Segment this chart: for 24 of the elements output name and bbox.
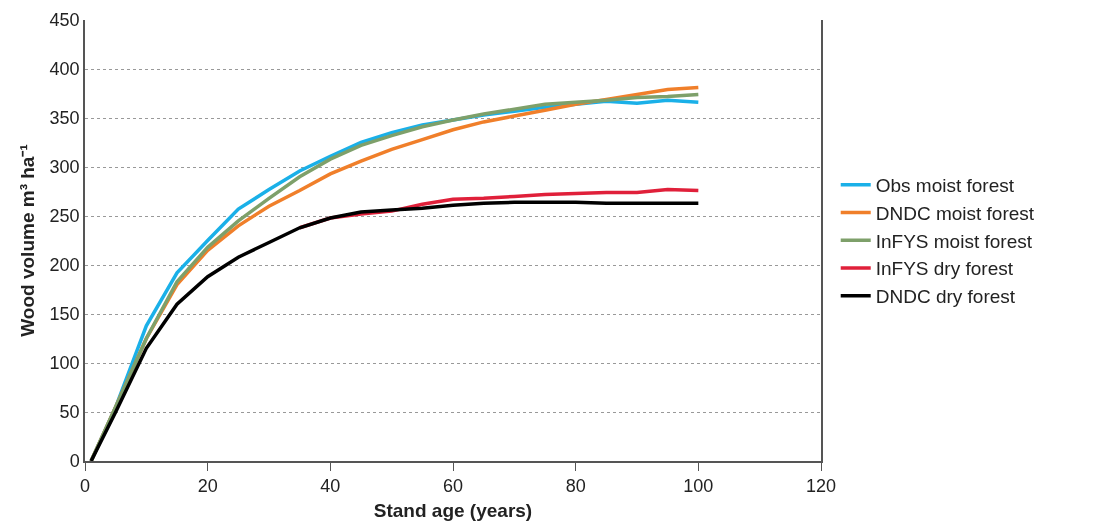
y-tick-label: 300 [49, 157, 80, 178]
line-series [89, 200, 701, 461]
x-tick-label: 40 [320, 476, 341, 497]
y-tick-label: 250 [49, 206, 80, 227]
legend-label: DNDC dry forest [875, 286, 1016, 308]
x-tick-label: 80 [565, 476, 586, 497]
y-tick-label: 400 [49, 59, 80, 80]
y-tick-label: 200 [49, 255, 80, 276]
x-tick-label: 60 [442, 476, 464, 497]
x-tick-label: 100 [683, 476, 714, 497]
legend-label: Obs moist forest [875, 175, 1015, 197]
x-tick-label: 20 [197, 476, 218, 497]
y-tick-label: 350 [49, 108, 80, 129]
y-tick-label: 50 [59, 402, 80, 423]
y-tick-label: 150 [49, 304, 80, 325]
y-tick-label: 0 [69, 451, 80, 472]
y-axis-title: Wood volume m³ ha⁻¹ [16, 144, 38, 337]
x-tick-label: 120 [805, 476, 837, 497]
legend-label: InFYS dry forest [875, 258, 1014, 280]
y-tick-label: 450 [49, 10, 80, 31]
legend-label: InFYS moist forest [875, 230, 1033, 252]
x-axis-title: Stand age (years) [373, 499, 533, 521]
y-tick-label: 100 [49, 353, 80, 374]
legend-label: DNDC moist forest [875, 202, 1035, 224]
